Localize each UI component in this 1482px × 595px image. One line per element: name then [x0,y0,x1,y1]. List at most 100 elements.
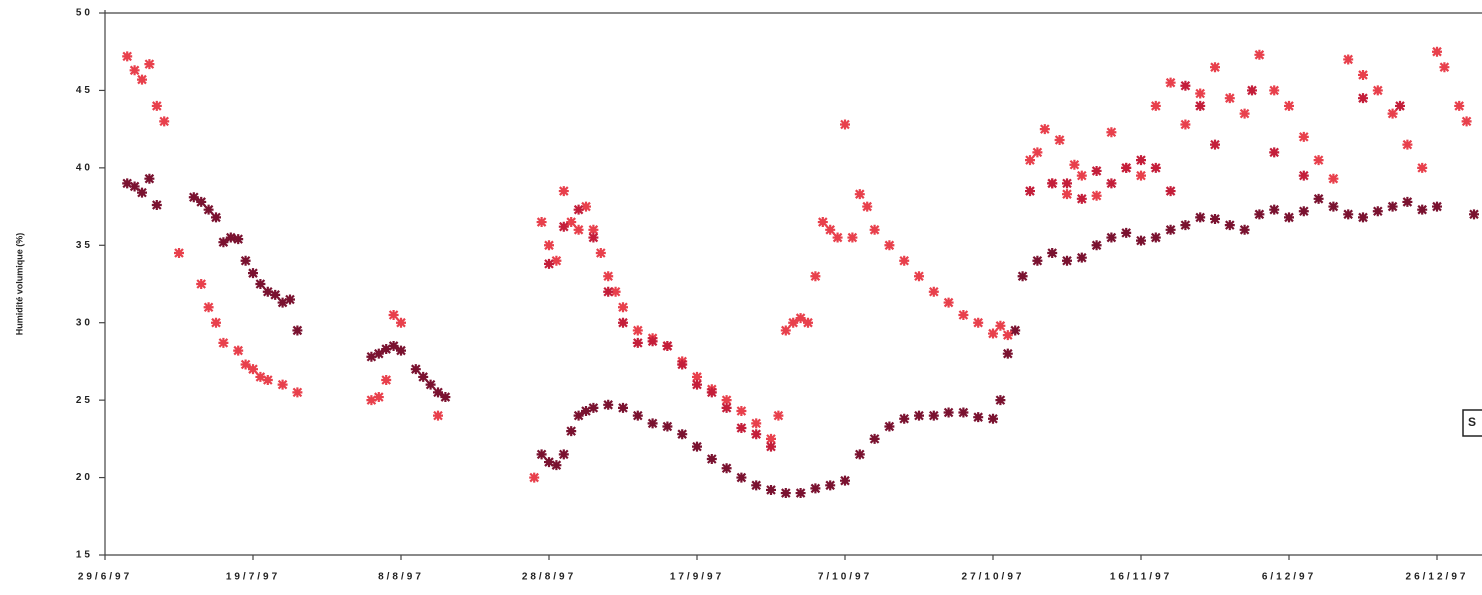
point [366,395,377,406]
point [558,186,569,197]
point [551,255,562,266]
point [366,351,377,362]
point [1269,147,1280,158]
x-tick-label: 8/8/97 [378,572,424,583]
point [388,340,399,351]
point [1106,232,1117,243]
x-tick-label: 16/11/97 [1110,572,1172,583]
point [795,488,806,499]
point [1062,255,1072,266]
point [773,410,784,421]
point [1150,232,1161,243]
point [721,463,732,474]
y-tick-label: 50 [76,8,93,19]
point [1010,325,1021,336]
point [277,379,288,390]
y-axis-label: Humidité volumique (%) [14,233,24,336]
point [211,212,221,223]
y-tick-label: 40 [76,162,93,173]
point [566,217,577,228]
point [1062,189,1072,200]
point [817,217,828,228]
point [573,224,584,235]
point [1432,46,1442,57]
y-tick-label: 45 [76,85,93,96]
point [677,429,688,440]
x-tick-label: 29/6/97 [78,572,132,583]
point [381,344,392,355]
point [632,410,643,421]
point [262,286,273,297]
point [1247,85,1257,96]
point [595,248,606,259]
point [558,221,569,232]
point [914,410,924,421]
point [218,337,229,348]
point [647,418,658,429]
point [1047,248,1058,259]
point [1358,93,1368,104]
point [1224,220,1235,231]
point [928,286,939,297]
point [137,187,147,198]
point [1328,173,1339,184]
point [751,429,762,440]
point [211,317,221,328]
point [277,297,288,308]
point [995,320,1006,331]
point [618,302,628,313]
point [780,325,791,336]
point [544,457,554,468]
point [869,224,880,235]
y-tick-label: 25 [76,395,93,406]
point [1032,147,1043,158]
point [928,410,939,421]
point [544,258,554,269]
point [603,271,614,282]
legend-fragment: S [1468,415,1479,429]
point [958,309,969,320]
point [1417,162,1428,173]
point [1180,119,1191,130]
point [240,255,251,266]
point [255,279,266,289]
point [1417,204,1428,215]
x-tick-label: 6/12/97 [1262,572,1316,583]
point [618,317,628,328]
point [692,441,702,452]
point [1136,235,1146,246]
point [1298,170,1309,181]
point [647,336,658,347]
point [573,204,584,215]
point [1402,139,1413,150]
point [1062,178,1072,189]
point [418,371,429,382]
point [233,345,244,356]
point [1106,178,1117,189]
point [1313,155,1324,166]
point [588,402,599,413]
point [1395,100,1405,111]
point [218,237,229,248]
point [174,248,184,259]
y-tick-label: 30 [76,317,93,328]
point [122,51,133,62]
x-tick-label: 17/9/97 [670,572,724,583]
point [603,286,614,297]
point [1054,134,1065,145]
point [825,224,836,235]
point [884,421,895,432]
point [1254,209,1265,220]
point [1298,131,1309,142]
point [1210,213,1220,224]
point [780,488,791,499]
point [1358,69,1368,80]
point [1254,49,1265,60]
y-tick-label: 20 [76,472,93,483]
point [988,413,998,424]
point [832,232,843,243]
point [581,201,591,212]
point [551,460,562,471]
